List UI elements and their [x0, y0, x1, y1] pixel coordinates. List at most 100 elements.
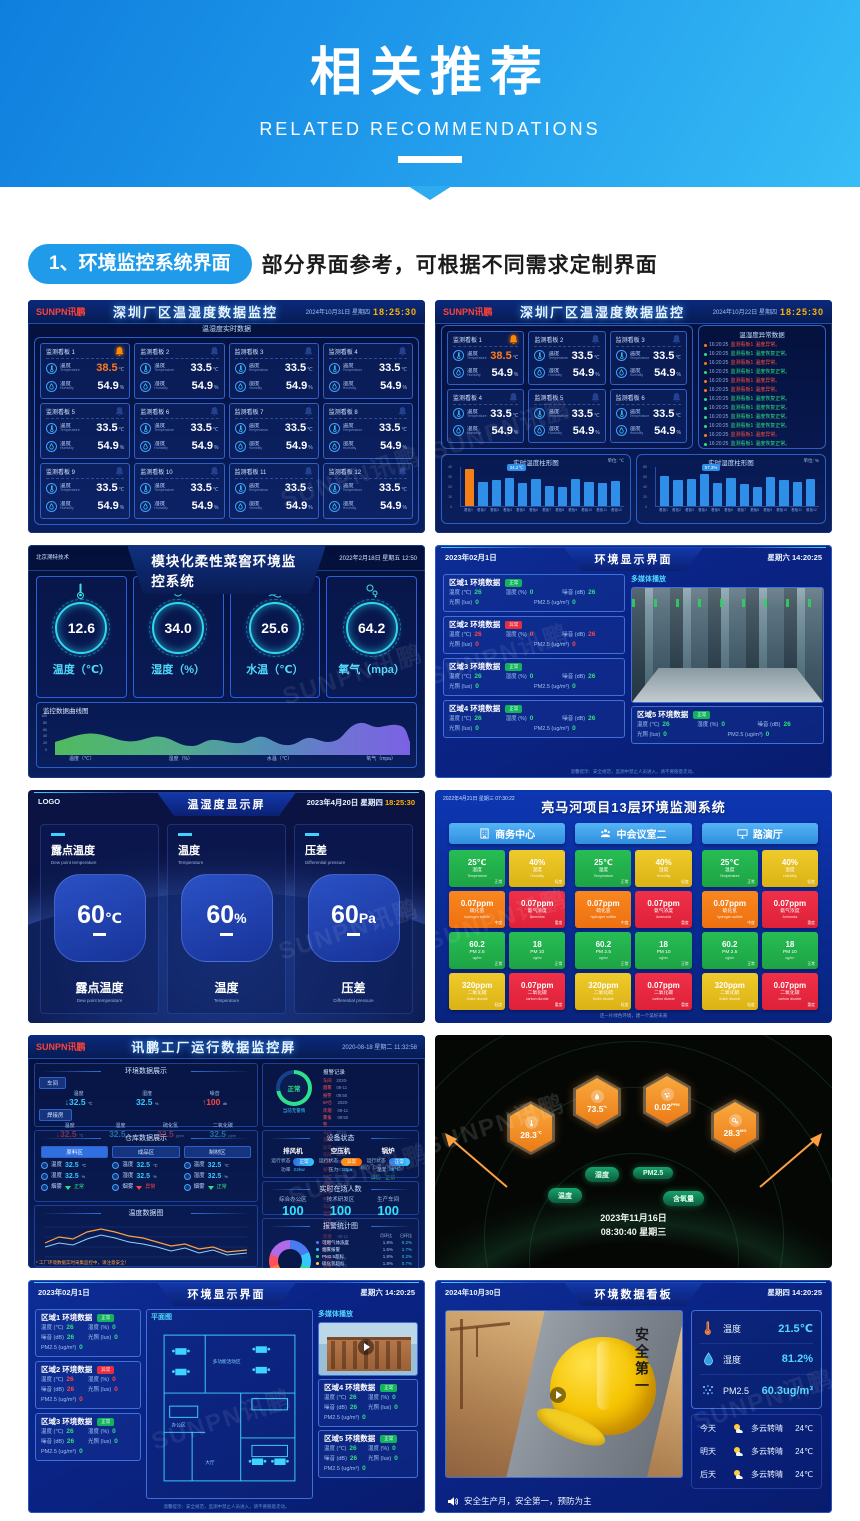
monitor-board-grid: 监测看板 1 温度 Temperature 38.5℃ 湿度 Humidity	[441, 325, 693, 449]
level-text: 重度	[807, 921, 815, 926]
section-header[interactable]: 中会议室二	[575, 823, 692, 844]
temp-icon	[41, 1162, 48, 1169]
bar	[557, 487, 567, 506]
dashboard-grid: SUNPN讯鹏 深圳厂区温湿度数据监控 2024年10月31日 星期四 18:2…	[0, 300, 860, 1513]
right-arrow-icon	[759, 1133, 822, 1188]
status-dot	[704, 425, 707, 428]
metric-tile: 18 PM 10 ug/m³ 正常	[761, 932, 818, 969]
bar-tooltip: 57.3%	[701, 464, 721, 471]
bell-icon	[672, 393, 681, 402]
metric-tile: 0.07ppm 氨气浓度 Ammonia 重度	[509, 891, 566, 928]
hex-humidity: 73.5%	[573, 1075, 621, 1129]
dashboard-title: 环境数据看板	[564, 1283, 703, 1306]
alarm-row: 16:20:25 监测看板1 温度异常。	[704, 386, 820, 395]
bell-icon	[672, 335, 681, 344]
banner-arrow-down	[408, 186, 452, 200]
weather-row: 今天 多云转晴 24℃	[700, 1424, 813, 1433]
zone-card: 区域1 环境数据 正常 温度 (℃) 26 湿度 (%) 0 噪音 (dB) 26 光…	[443, 574, 625, 612]
zone-card: 区域3 环境数据 正常 温度 (℃) 26 湿度 (%) 0 噪音 (dB) 26 光…	[443, 658, 625, 696]
status-dot	[704, 443, 707, 446]
panel-title: 监测看板 3	[234, 350, 264, 356]
status-dot	[704, 407, 707, 410]
device-card: 锅炉 运行状态 正常 温度 36℃	[364, 1145, 412, 1175]
down-arrow-icon	[136, 1185, 143, 1190]
temp-value: 33.5℃	[190, 482, 219, 494]
hum-label: 湿度	[60, 381, 72, 388]
status-dot	[704, 353, 707, 356]
bar	[518, 482, 528, 506]
people-count: 综合办公区 100	[279, 1197, 307, 1218]
down-arrow-icon	[65, 1185, 72, 1190]
alarm-row: 16:20:25 监测看板1 温度异常。	[704, 341, 820, 350]
room-tab[interactable]: 车间	[39, 1077, 67, 1089]
week-time-text: 星期六 14:20:25	[767, 553, 822, 562]
temp-label: 温度	[342, 363, 354, 370]
zone-tab[interactable]: 制材区	[183, 1146, 251, 1158]
zone-tab[interactable]: 原料区	[41, 1146, 109, 1158]
section-description: 部分界面参考，可根据不同需求定制界面	[261, 254, 658, 277]
date-text: 2023年11月16日	[600, 1213, 667, 1223]
hum-label: 湿度	[154, 381, 166, 388]
play-button[interactable]	[358, 1338, 375, 1355]
monitor-panel: 监测看板 10 温度 Temperature 33.5℃ 湿度 Humidity 5…	[134, 463, 225, 519]
room-tab[interactable]: 焊接房	[39, 1109, 72, 1121]
status-badge: 正常	[97, 1313, 115, 1322]
dashboard-shenzhen-alarm: SUNPN讯鹏 深圳厂区温湿度数据监控 2024年10月22日 星期四 18:2…	[435, 300, 832, 533]
section-header[interactable]: 商务中心	[449, 823, 566, 844]
alarm-row: 16:20:25 监测看板1 温度恢复正常。	[704, 413, 820, 422]
dashboard-title: 深圳厂区温湿度数据监控	[113, 305, 279, 320]
temp-value: 33.5℃	[571, 407, 600, 420]
dashboard-env-data-board: 2024年10月30日 环境数据看板 星期四 14:20:25 安全第一	[435, 1280, 832, 1513]
thermometer-icon	[534, 408, 546, 419]
panel-title: 监测看板 5	[534, 396, 564, 402]
alarm-list: 16:20:25 监测看板1 温度异常。 16:20:25 监测看板1 温度恢复…	[704, 341, 820, 448]
bar	[544, 485, 554, 506]
smoke-icon	[41, 1184, 48, 1191]
env-data-section: 环境数据展示 车间 温度 ↓32.5 ℃ 湿度 32.5 % 噪音 ↑100 db 焊接房…	[34, 1063, 258, 1139]
hum-label: 湿度	[248, 381, 260, 388]
smoke-icon	[183, 1184, 191, 1191]
metric-label: 湿度（%）	[151, 664, 206, 676]
status-badge: 正常	[380, 1434, 398, 1443]
zone-title: 区域5 环境数据	[637, 710, 689, 719]
hum-value: 54.9%	[654, 366, 681, 379]
vendor-text: 北京溯特技术	[36, 555, 70, 561]
tag-oxygen[interactable]: 含氧量	[663, 1191, 704, 1206]
dashboard-shenzhen-monitor: SUNPN讯鹏 深圳厂区温湿度数据监控 2024年10月31日 星期四 18:2…	[28, 300, 425, 533]
section-number-pill: 1、环境监控系统界面	[28, 244, 252, 284]
dashboard-title: 环境显示界面	[157, 1283, 296, 1306]
temp-value: 33.5℃	[190, 422, 219, 434]
temp-label: 温度	[342, 483, 354, 490]
zone-tab[interactable]: 成品区	[112, 1146, 180, 1158]
metric-value: 60%	[206, 900, 247, 929]
alarm-row: 16:20:25 监测看板1 湿度恢复正常。	[704, 422, 820, 431]
building-icon	[480, 828, 489, 839]
bell-icon	[115, 407, 124, 416]
section-header[interactable]: 路演厅	[701, 823, 818, 844]
panel-title: 监测看板 6	[615, 396, 645, 402]
media-label: 多媒体播放	[631, 576, 666, 583]
floor-plan: 多功能活动区 办公区 大厅	[163, 1334, 296, 1482]
temp-label: 温度	[248, 483, 260, 490]
zone-title: 区域1 环境数据	[449, 578, 501, 587]
bell-icon	[210, 347, 219, 356]
panel-title: 监测看板 7	[234, 410, 264, 416]
alarm-row: 16:20:25 监测看板1 温度恢复正常。	[704, 440, 820, 448]
svg-text:办公区: 办公区	[172, 1422, 186, 1429]
tag-temperature[interactable]: 温度	[548, 1188, 582, 1203]
tag-humidity[interactable]: 湿度	[585, 1167, 619, 1182]
dashboard-header: SUNPN讯鹏 讯鹏工厂运行数据监控屏 2020-08-18 星期二 11:32…	[28, 1035, 425, 1059]
hum-value: 54.9%	[491, 366, 519, 379]
sunpn-logo: SUNPN讯鹏	[36, 307, 86, 317]
monitor-panel: 监测看板 3 温度 Temperature 33.5℃ 湿度 Humidity	[609, 331, 687, 385]
play-button[interactable]	[549, 1387, 566, 1404]
level-text: 正常	[494, 962, 503, 967]
zone-card: 区域2 环境数据 异常 温度 (℃) 26 湿度 (%) 0 噪音 (dB) 26 光…	[35, 1361, 141, 1409]
screen-icon	[737, 829, 748, 839]
zone-title: 区域3 环境数据	[449, 662, 501, 671]
temp-value: 33.5℃	[490, 407, 519, 420]
datetime-text: 2022年4月21日 星期三 07:30:22	[443, 796, 515, 802]
dashboard-env-display-camera: 2023年02月1日 环境显示界面 星期六 14:20:25 区域1 环境数据 …	[435, 545, 832, 778]
tag-pm25[interactable]: PM2.5	[633, 1167, 674, 1179]
bell-icon	[304, 407, 313, 416]
